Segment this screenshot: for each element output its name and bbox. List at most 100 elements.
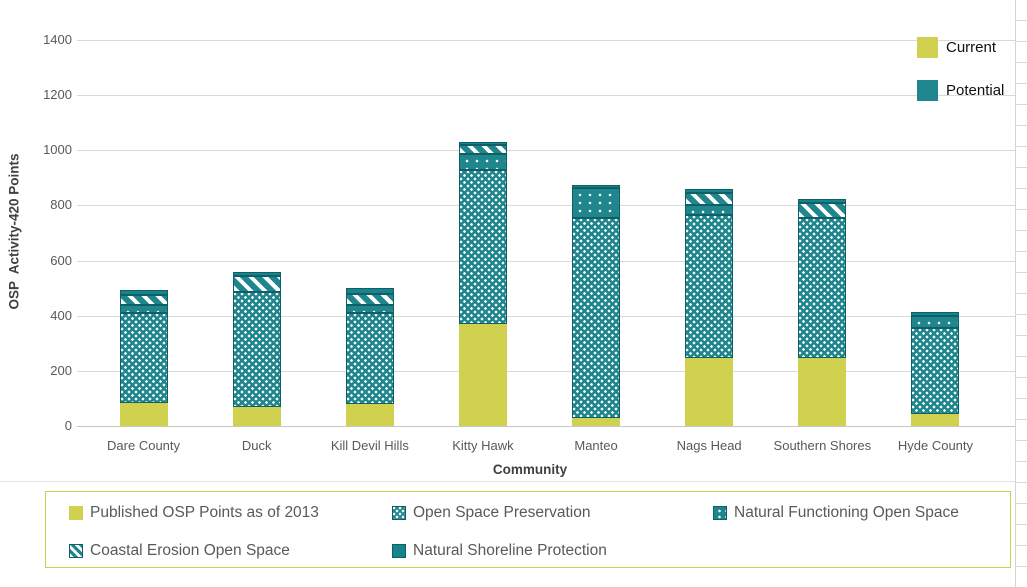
spreadsheet-row-gridline	[1015, 566, 1027, 567]
legend-item-natural-functioning-open-space[interactable]: Natural Functioning Open Space	[713, 504, 959, 522]
solid-teal-legend-swatch-icon	[392, 544, 406, 558]
bar-segment-dense-dots-nags-head[interactable]	[685, 215, 734, 359]
bar-segment-dense-dots-kill-devil-hills[interactable]	[345, 313, 394, 404]
gridline	[77, 205, 1015, 207]
bar-segment-solid-yellow-southern-shores[interactable]	[798, 358, 847, 426]
x-axis-line	[77, 426, 1015, 427]
y-axis-title: OSP Activity-420 Points	[6, 153, 22, 310]
spreadsheet-row-gridline	[1015, 524, 1027, 525]
spreadsheet-row-gridline	[1015, 83, 1027, 84]
spreadsheet-row-gridline	[1015, 125, 1027, 126]
bar-segment-diagonal-stripes-nags-head[interactable]	[685, 193, 734, 206]
gridline	[77, 260, 1015, 262]
legend-item-label: Coastal Erosion Open Space	[90, 542, 290, 559]
bar-segment-solid-teal-southern-shores[interactable]	[798, 198, 847, 203]
bar-segment-solid-yellow-kitty-hawk[interactable]	[458, 324, 507, 426]
bar-segment-dense-dots-dare-county[interactable]	[119, 313, 168, 403]
bar-segment-solid-yellow-manteo[interactable]	[572, 417, 621, 426]
bar-segment-sparse-dots-hyde-county[interactable]	[911, 315, 960, 329]
bar-segment-dense-dots-southern-shores[interactable]	[798, 217, 847, 359]
bar-segment-solid-yellow-dare-county[interactable]	[119, 402, 168, 426]
spreadsheet-row-gridline	[1015, 482, 1027, 483]
spreadsheet-row-gridline	[1015, 167, 1027, 168]
legend-item-label: Published OSP Points as of 2013	[90, 504, 319, 521]
bar-segment-solid-teal-kitty-hawk[interactable]	[458, 142, 507, 145]
bar-segment-diagonal-stripes-dare-county[interactable]	[119, 295, 168, 305]
gridline	[77, 315, 1015, 317]
spreadsheet-row-gridline	[1015, 314, 1027, 315]
bar-segment-solid-teal-manteo[interactable]	[572, 184, 621, 188]
x-category-label: Hyde County	[897, 438, 974, 453]
bar-segment-diagonal-stripes-duck[interactable]	[232, 275, 281, 293]
spreadsheet-row-gridline	[1015, 41, 1027, 42]
bar-segment-solid-teal-nags-head[interactable]	[685, 188, 734, 193]
gridline	[77, 370, 1015, 372]
bar-segment-sparse-dots-kitty-hawk[interactable]	[458, 154, 507, 170]
diagonal-stripes-legend-swatch-icon	[69, 544, 83, 558]
spreadsheet-row-gridline	[1015, 440, 1027, 441]
y-tick-label: 600	[50, 252, 72, 268]
spreadsheet-row-gridline	[1015, 377, 1027, 378]
bar-segment-sparse-dots-nags-head[interactable]	[685, 205, 734, 215]
spreadsheet-row-gridline	[1015, 461, 1027, 462]
bar-segment-diagonal-stripes-kitty-hawk[interactable]	[458, 144, 507, 155]
bar-segment-dense-dots-duck[interactable]	[232, 292, 281, 407]
y-tick-label: 1400	[43, 32, 72, 47]
potential-legend-label[interactable]: Potential	[946, 82, 1005, 99]
x-category-label: Kitty Hawk	[452, 438, 514, 453]
legend-item-label: Natural Functioning Open Space	[734, 504, 959, 521]
spreadsheet-row-gridline	[1015, 272, 1027, 273]
bar-segment-dense-dots-manteo[interactable]	[572, 217, 621, 418]
spreadsheet-row-gridline	[1015, 104, 1027, 105]
x-category-label: Dare County	[107, 438, 181, 453]
bar-segment-solid-yellow-kill-devil-hills[interactable]	[345, 403, 394, 426]
potential-legend-swatch[interactable]	[917, 80, 938, 101]
legend-item-label: Open Space Preservation	[413, 504, 591, 521]
bar-segment-sparse-dots-dare-county[interactable]	[119, 304, 168, 313]
series-legend-box: Published OSP Points as of 2013 Open Spac…	[45, 491, 1011, 568]
y-tick-label: 800	[50, 197, 72, 213]
x-axis-title: Community	[492, 462, 568, 477]
y-tick-label: 1200	[43, 87, 72, 103]
spreadsheet-row-gridline	[1015, 230, 1027, 231]
spreadsheet-row-gridline	[1015, 188, 1027, 189]
bar-segment-sparse-dots-manteo[interactable]	[572, 187, 621, 218]
x-category-label: Manteo	[574, 438, 618, 453]
x-category-label: Duck	[241, 438, 272, 453]
bar-segment-solid-yellow-duck[interactable]	[232, 406, 281, 426]
y-tick-label: 400	[50, 307, 72, 323]
bar-segment-sparse-dots-kill-devil-hills[interactable]	[345, 304, 394, 313]
spreadsheet-row-gridline	[1015, 20, 1027, 21]
bar-segment-dense-dots-hyde-county[interactable]	[911, 328, 960, 414]
bar-segment-dense-dots-kitty-hawk[interactable]	[458, 169, 507, 324]
bar-segment-diagonal-stripes-kill-devil-hills[interactable]	[345, 293, 394, 305]
legend-item-open-space-preservation[interactable]: Open Space Preservation	[392, 504, 591, 522]
spreadsheet-row-gridline	[1015, 293, 1027, 294]
current-legend-swatch[interactable]	[917, 37, 938, 58]
current-legend-label[interactable]: Current	[946, 39, 997, 56]
bar-segment-solid-yellow-hyde-county[interactable]	[911, 413, 960, 426]
spreadsheet-row-gridline	[1015, 545, 1027, 546]
gridline	[77, 40, 1015, 41]
bar-segment-diagonal-stripes-southern-shores[interactable]	[798, 202, 847, 218]
gridline	[77, 95, 1015, 97]
chart-object-bottom-edge	[0, 481, 1015, 482]
spreadsheet-row-gridline	[1015, 398, 1027, 399]
legend-item-natural-shoreline-protection[interactable]: Natural Shoreline Protection	[392, 542, 607, 560]
legend-item-coastal-erosion-open-space[interactable]: Coastal Erosion Open Space	[69, 542, 290, 560]
spreadsheet-row-gridline	[1015, 146, 1027, 147]
bar-segment-solid-yellow-nags-head[interactable]	[685, 358, 734, 426]
spreadsheet-row-gridline	[1015, 503, 1027, 504]
y-tick-label: 0	[64, 418, 72, 433]
bar-segment-solid-teal-duck[interactable]	[232, 271, 281, 276]
legend-item-label: Natural Shoreline Protection	[413, 542, 607, 559]
x-category-label: Kill Devil Hills	[330, 438, 409, 453]
spreadsheet-row-gridline	[1015, 335, 1027, 336]
bar-segment-solid-teal-kill-devil-hills[interactable]	[345, 288, 394, 294]
legend-item-published-osp-points-as-of-2013[interactable]: Published OSP Points as of 2013	[69, 504, 319, 522]
bar-segment-solid-teal-dare-county[interactable]	[119, 289, 168, 295]
spreadsheet-row-gridline	[1015, 251, 1027, 252]
bar-segment-solid-teal-hyde-county[interactable]	[911, 311, 960, 316]
dense-dots-legend-swatch-icon	[392, 506, 406, 520]
